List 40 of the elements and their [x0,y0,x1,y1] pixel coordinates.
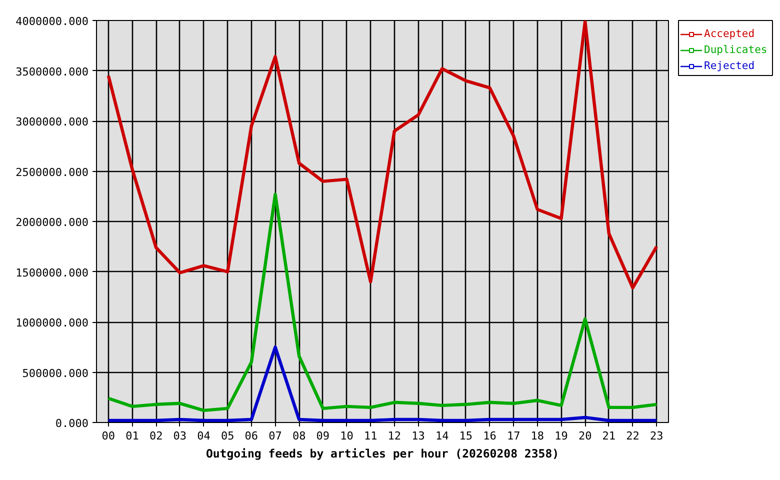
y-tick-label: 2000000.000 [16,216,89,229]
line-series [106,192,658,412]
x-axis-title: Outgoing feeds by articles per hour (20260208 2358) [206,446,560,460]
y-tick-label: 3500000.000 [16,65,89,78]
x-tick-label: 00 [102,430,116,442]
x-tick-label: 17 [506,430,520,442]
x-tick-label: 04 [197,430,211,442]
y-tick-label: 2500000.000 [16,166,89,179]
line-series [106,20,658,290]
y-tick-label: 3000000.000 [16,116,89,128]
x-tick-label: 03 [173,430,187,442]
x-tick-label: 09 [316,430,330,442]
x-tick-label: 02 [149,430,163,442]
legend-label: Rejected [704,60,755,72]
x-tick-label: 16 [483,430,496,442]
y-tick-label: 4000000.000 [16,15,89,28]
x-tick-label: 23 [650,430,664,442]
x-tick-label: 14 [435,430,450,442]
x-tick-label: 08 [292,430,306,442]
x-tick-label: 13 [412,430,425,442]
x-tick-label: 06 [244,430,258,442]
line-series [106,346,658,422]
x-tick-label: 18 [530,430,544,442]
x-tick-label: 11 [364,430,378,442]
x-tick-label: 10 [340,430,354,442]
y-tick-label: 0.000 [55,417,89,430]
y-tick-label: 500000.000 [22,366,89,380]
x-tick-label: 05 [220,430,234,442]
legend-label: Accepted [704,28,755,40]
x-tick-label: 20 [578,430,592,442]
x-tick-label: 19 [554,430,568,442]
x-tick-label: 15 [459,430,473,442]
x-tick-label: 01 [126,430,139,442]
legend-label: Duplicates [704,44,768,56]
y-tick-label: 1000000.000 [16,316,89,330]
x-tick-label: 21 [602,430,616,442]
x-tick-label: 07 [268,430,282,442]
x-tick-label: 12 [388,430,402,442]
y-tick-label: 1500000.000 [16,266,89,280]
x-tick-label: 22 [626,430,640,442]
